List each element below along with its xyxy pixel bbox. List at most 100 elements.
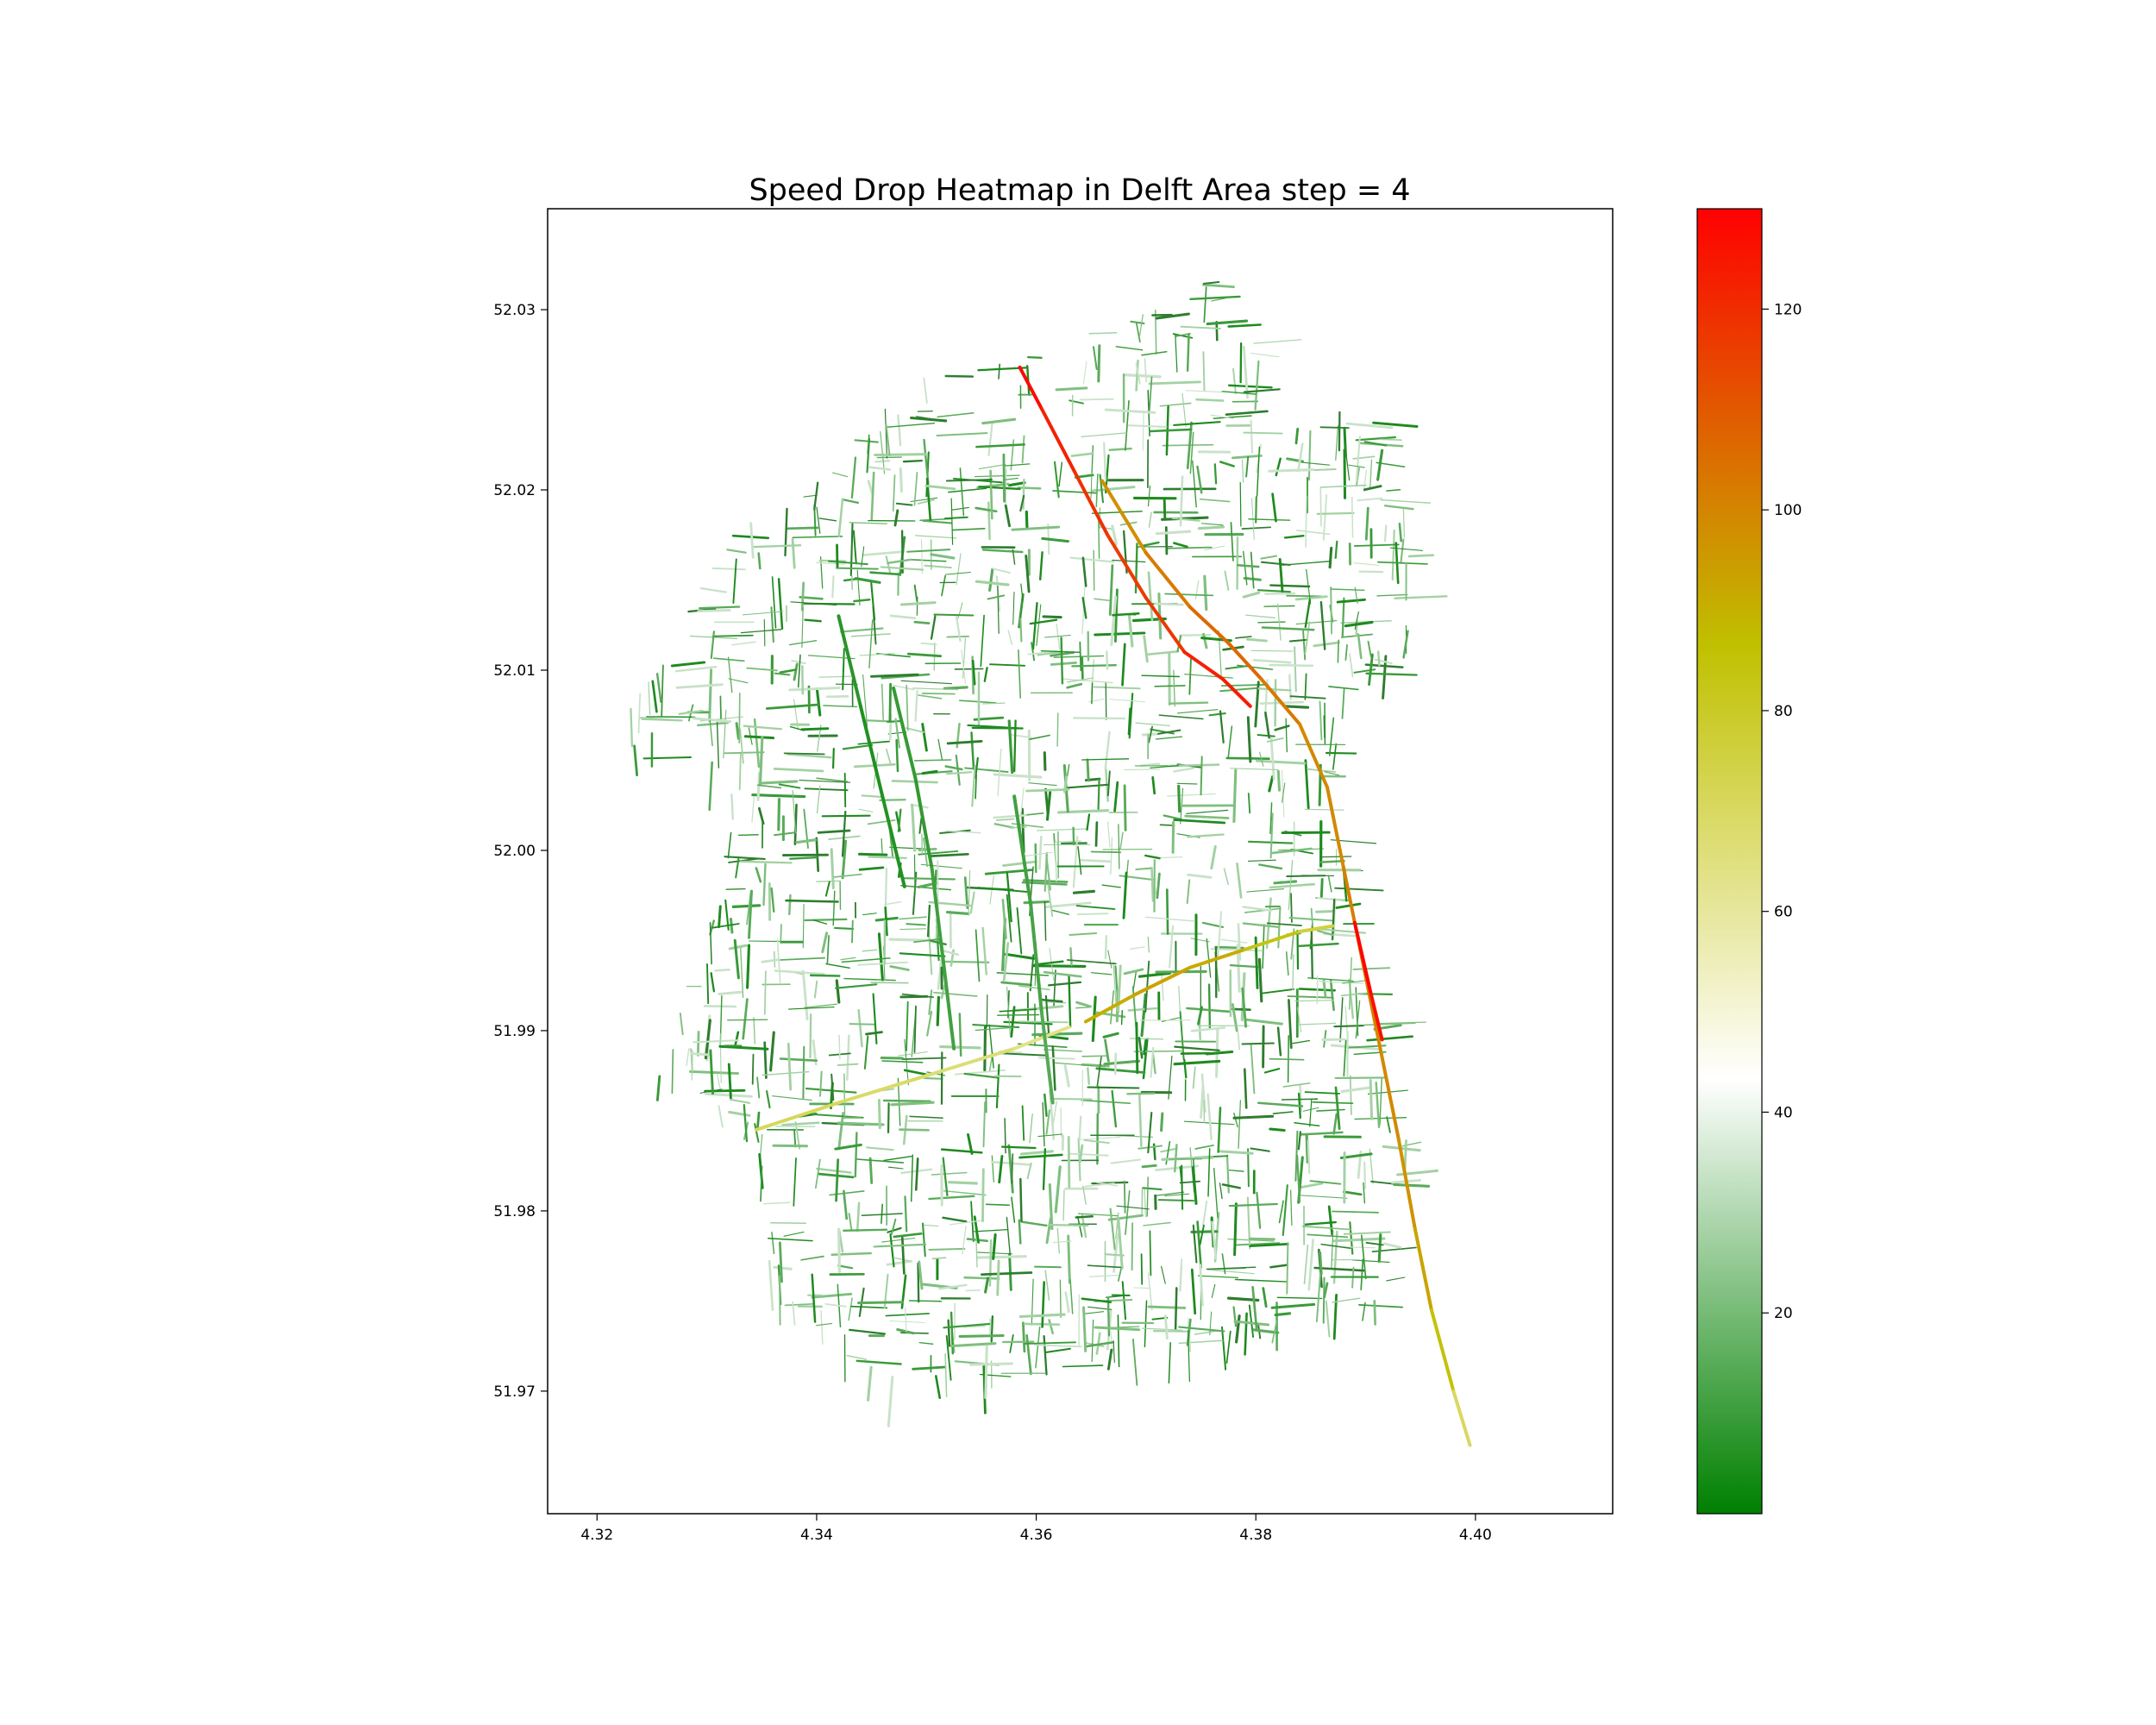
street-segment: [751, 1053, 755, 1085]
street-segment: [981, 549, 1024, 554]
colorbar-axis: 20 40 60 80 100 120: [1762, 301, 1802, 1322]
street-segment: [1050, 1097, 1093, 1101]
street-segment: [1202, 1200, 1208, 1226]
street-segment: [1250, 551, 1255, 589]
street-segment: [887, 558, 912, 564]
street-segment: [1200, 1086, 1205, 1119]
street-segment: [997, 585, 1000, 634]
street-segment: [945, 479, 993, 482]
street-segment: [1031, 964, 1087, 968]
street-segment: [1363, 469, 1368, 492]
street-segment: [1021, 1220, 1048, 1227]
street-segment: [1287, 995, 1333, 999]
street-segment: [1189, 295, 1241, 300]
street-segment: [757, 552, 761, 570]
street-segment: [998, 363, 1000, 380]
street-segment: [1090, 972, 1112, 975]
street-segment: [826, 935, 830, 964]
street-segment: [1043, 970, 1082, 978]
street-segment: [900, 530, 904, 574]
street-segment: [1221, 1253, 1226, 1275]
street-segment: [792, 790, 797, 834]
street-segment: [1018, 1219, 1022, 1245]
street-segment: [894, 718, 901, 749]
street-segment: [1213, 415, 1252, 419]
street-segment: [1301, 1226, 1352, 1231]
street-segment: [921, 723, 928, 752]
street-segment: [921, 1222, 926, 1258]
street-segment: [1304, 759, 1310, 810]
street-segment: [1154, 685, 1186, 687]
street-segment: [1125, 1190, 1131, 1235]
street-segment: [1294, 999, 1334, 1002]
street-segment: [1199, 498, 1231, 503]
street-segment: [1251, 1285, 1258, 1330]
street-segment: [981, 702, 1006, 705]
street-segment: [1273, 880, 1298, 885]
street-segment: [1070, 452, 1094, 458]
street-segment: [917, 1262, 920, 1303]
street-segment: [1181, 1164, 1184, 1210]
street-segment: [1139, 541, 1160, 548]
street-segment: [1116, 1205, 1150, 1210]
street-segment: [978, 486, 1021, 491]
street-segment: [1235, 1242, 1281, 1246]
street-segment: [727, 831, 732, 859]
street-segment: [772, 1144, 808, 1148]
street-segment: [1075, 905, 1116, 910]
street-segment: [1149, 428, 1193, 433]
street-segment: [846, 1034, 850, 1081]
street-segment: [849, 1328, 887, 1335]
road-segment-4-3: [1012, 1025, 1071, 1051]
street-segment: [928, 989, 933, 1015]
street-segment: [818, 518, 837, 522]
street-segment: [739, 860, 793, 864]
street-segment: [774, 969, 825, 975]
street-segment: [1042, 1101, 1045, 1147]
street-segment: [899, 1128, 930, 1132]
street-segment: [1082, 1306, 1087, 1352]
street-segment: [1323, 1282, 1329, 1299]
street-segment: [774, 957, 826, 962]
street-segment: [1285, 718, 1288, 753]
street-segment: [800, 727, 830, 731]
street-segment: [905, 727, 925, 733]
street-segment: [1241, 987, 1248, 1028]
street-segment: [718, 905, 722, 929]
street-segment: [1233, 1202, 1238, 1257]
street-segment: [1344, 620, 1374, 628]
street-segment: [1225, 1330, 1232, 1364]
road-segment-0-6: [1221, 677, 1252, 708]
street-segment: [819, 556, 824, 589]
street-segment: [1078, 1144, 1084, 1164]
street-segment: [670, 661, 706, 668]
street-segment: [1190, 1268, 1197, 1315]
street-segment: [1375, 1021, 1427, 1025]
street-segment: [1039, 998, 1063, 1003]
street-segment: [725, 888, 746, 890]
street-segment: [1112, 559, 1146, 563]
street-segment: [1087, 1264, 1122, 1269]
street-segment: [1146, 650, 1180, 656]
street-segment: [1094, 821, 1099, 847]
street-segment: [1003, 477, 1018, 481]
street-segment: [809, 974, 841, 977]
street-segment: [1274, 1312, 1292, 1317]
street-segment: [1072, 835, 1079, 888]
road-segment-5-1: [913, 776, 934, 870]
street-segment: [776, 938, 781, 985]
street-segment: [793, 803, 798, 846]
street-segment: [947, 1319, 951, 1347]
street-segment: [785, 899, 839, 903]
street-segment: [1104, 731, 1111, 770]
street-segment: [992, 568, 1011, 574]
street-segment: [1227, 323, 1262, 328]
street-segment: [751, 794, 806, 799]
street-segment: [985, 1203, 1011, 1207]
street-segment: [1210, 298, 1227, 302]
street-segment: [1064, 1291, 1070, 1314]
street-segment: [1180, 787, 1183, 825]
street-segment: [1131, 1222, 1134, 1271]
road-segment-1-2: [1188, 605, 1231, 645]
